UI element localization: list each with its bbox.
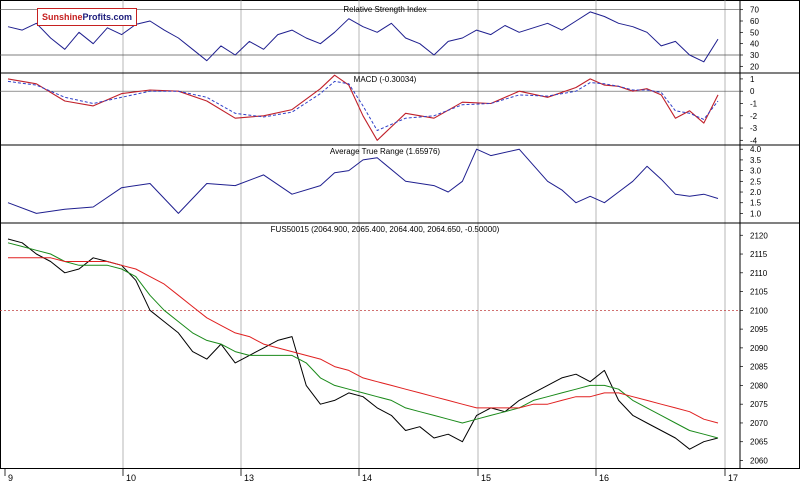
y-tick-label-2-6: 1.0 <box>750 209 762 218</box>
panel-title-3: FUS50015 (2064.900, 2065.400, 2064.400, … <box>271 225 500 234</box>
y-tick-label-1-0: 1 <box>750 75 755 84</box>
x-tick-label-2: 13 <box>244 473 254 483</box>
series-line-3-0 <box>7 238 719 450</box>
y-tick-label-0-5: 20 <box>750 62 759 71</box>
series-line-1-1 <box>7 80 719 131</box>
y-tick-label-3-1: 2115 <box>750 250 768 259</box>
x-tick-label-0: 9 <box>8 473 13 483</box>
y-tick-label-3-9: 2075 <box>750 400 768 409</box>
y-tick-label-1-5: -4 <box>750 136 758 145</box>
y-tick-label-3-0: 2120 <box>750 231 768 240</box>
y-tick-label-0-3: 40 <box>750 40 759 49</box>
y-tick-label-1-3: -2 <box>750 112 758 121</box>
y-tick-label-3-4: 2100 <box>750 306 768 315</box>
y-tick-label-3-3: 2105 <box>750 288 768 297</box>
x-tick-label-3: 14 <box>362 473 372 483</box>
y-tick-label-3-2: 2110 <box>750 269 768 278</box>
panel-title-2: Average True Range (1.65976) <box>330 147 440 156</box>
series-layer <box>7 11 719 450</box>
y-tick-label-2-5: 1.5 <box>750 199 762 208</box>
y-tick-label-2-4: 2.0 <box>750 188 762 197</box>
logo-part-1: Sunshine <box>42 12 83 22</box>
x-tick-label-4: 15 <box>481 473 491 483</box>
panel-title-0: Relative Strength Index <box>343 5 426 14</box>
y-tick-label-3-7: 2085 <box>750 363 768 372</box>
grid-layer <box>0 0 800 476</box>
y-tick-label-0-0: 70 <box>750 6 759 15</box>
series-line-3-1 <box>7 242 719 439</box>
y-tick-label-1-1: 0 <box>750 87 755 96</box>
series-line-3-2 <box>8 257 719 424</box>
y-tick-label-0-1: 60 <box>750 17 759 26</box>
logo-part-2: Profits.com <box>82 12 133 22</box>
y-tick-label-3-12: 2060 <box>750 456 768 465</box>
y-tick-label-2-3: 2.5 <box>750 177 762 186</box>
x-tick-label-6: 17 <box>728 473 738 483</box>
series-line-2-0 <box>7 148 719 214</box>
y-tick-label-3-10: 2070 <box>750 419 768 428</box>
panel-title-1: MACD (-0.30034) <box>354 75 417 84</box>
x-tick-label-1: 10 <box>126 473 136 483</box>
y-tick-label-3-8: 2080 <box>750 381 768 390</box>
y-tick-label-0-4: 30 <box>750 51 759 60</box>
y-tick-label-1-4: -3 <box>750 124 758 133</box>
y-tick-label-3-5: 2095 <box>750 325 768 334</box>
series-line-0-0 <box>7 11 719 63</box>
y-tick-label-0-2: 50 <box>750 28 759 37</box>
x-tick-label-5: 16 <box>599 473 609 483</box>
y-tick-label-2-2: 3.0 <box>750 167 762 176</box>
y-tick-label-1-2: -1 <box>750 99 758 108</box>
y-tick-label-2-0: 4.0 <box>750 145 762 154</box>
y-tick-label-3-6: 2090 <box>750 344 768 353</box>
sunshine-profits-logo: Sunshine Profits.com <box>37 8 138 26</box>
y-tick-label-3-11: 2065 <box>750 438 768 447</box>
y-tick-label-2-1: 3.5 <box>750 156 762 165</box>
